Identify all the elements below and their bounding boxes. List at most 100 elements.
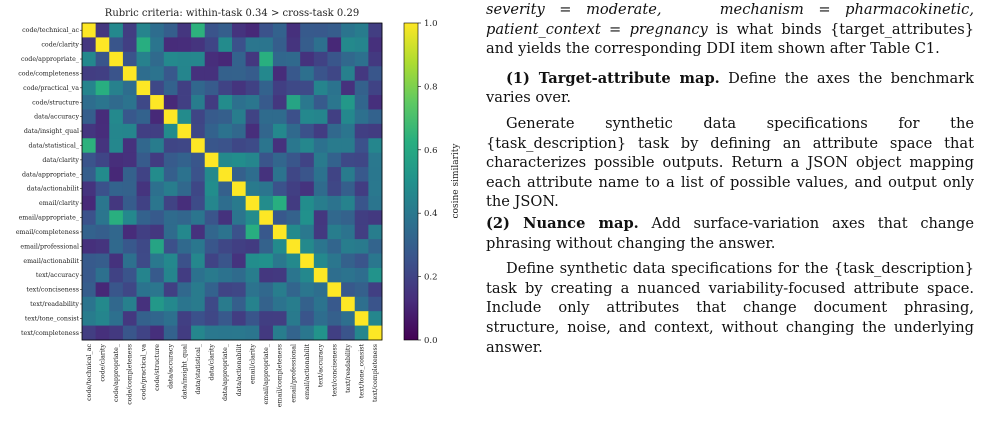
column-label: text/conciseness [331,344,338,397]
heatmap-cell [177,325,192,341]
heatmap-cell [218,80,233,96]
heatmap-cell [286,138,301,154]
heatmap-cell [150,296,165,312]
heatmap-cell [191,282,206,298]
heatmap-cell [341,253,356,269]
heatmap-cell [245,210,260,226]
heatmap-cell [82,210,97,226]
heatmap-cell [122,152,137,168]
heatmap-cell [245,282,260,298]
row-label: data/accuracy [34,114,79,121]
heatmap-cell [300,152,315,168]
heatmap-cell [136,66,151,82]
heatmap-cell [95,325,110,341]
heatmap-cell [177,109,192,125]
row-label: text/readability [30,301,79,308]
heatmap-cell [341,37,356,53]
heatmap-cell [368,123,383,139]
heatmap-cell [122,23,137,38]
heatmap-cell [286,267,301,283]
heatmap-cell [341,296,356,312]
heatmap-cell [191,239,206,254]
heatmap-cell [136,311,151,326]
heatmap-cell [177,138,192,154]
heatmap-cell [136,253,151,269]
heatmap-cell [204,95,219,110]
heatmap-cell [177,239,192,254]
heatmap-cell [300,109,315,125]
heatmap-cell [109,239,124,254]
heatmap-cell [272,109,287,125]
heatmap-cell [300,282,315,298]
heatmap-cell [341,138,356,154]
heatmap-cell [204,66,219,82]
heatmap-cell [272,253,287,269]
heatmap-cell [82,109,97,125]
heatmap-cell [272,282,287,298]
heatmap-cell [300,253,315,269]
heatmap-cell [300,239,315,254]
heatmap-cell [259,325,274,341]
row-label: text/tone_consist [25,315,80,322]
heatmap-cell [272,181,287,197]
heatmap-cell [95,51,110,67]
heatmap-cell [232,95,247,110]
heatmap-cell [327,95,342,110]
heatmap-cell [95,66,110,82]
heatmap-cell [82,224,97,240]
heatmap-cell [341,195,356,211]
heatmap-cell [232,167,247,182]
column-label: data/clarity [209,344,216,381]
heatmap-cell [150,224,165,240]
heatmap-cell [245,167,260,182]
row-label: email/actionabilit [23,258,79,265]
row-label: code/appropriate_ [21,56,80,63]
heatmap-cell [150,282,165,298]
heatmap-cell [368,253,383,269]
heatmap-cell [300,267,315,283]
heatmap-cell [163,253,178,269]
heatmap-cell [82,181,97,197]
heatmap-cell [354,239,369,254]
heatmap-cell [313,123,328,139]
heatmap-cell [286,152,301,168]
heatmap-cell [218,311,233,326]
heatmap-cell [313,37,328,53]
heatmap-cell [341,224,356,240]
heatmap-cell [245,66,260,82]
heatmap-cell [245,239,260,254]
heatmap-cell [191,210,206,226]
heatmap-cell [286,66,301,82]
heatmap-cell [313,181,328,197]
heatmap-cell [163,296,178,312]
heatmap-cell [177,95,192,110]
heatmap-cell [368,51,383,67]
heatmap-cell [272,267,287,283]
heatmap-cells [82,23,383,341]
heatmap-cell [136,95,151,110]
heatmap-cell [245,37,260,53]
heatmap-cell [286,325,301,341]
heatmap-cell [204,267,219,283]
heatmap-cell [177,152,192,168]
heatmap-cell [204,167,219,182]
heatmap-cell [259,239,274,254]
heatmap-cell [354,181,369,197]
heatmap-cell [163,311,178,326]
row-label: text/conciseness [26,287,79,294]
heatmap-cell [341,152,356,168]
heatmap-cell [218,210,233,226]
heatmap-cell [341,210,356,226]
heatmap-cell [354,152,369,168]
heatmap-cell [136,123,151,139]
heatmap-cell [95,109,110,125]
heatmap-cell [313,66,328,82]
heatmap-cell [204,152,219,168]
heatmap-cell [245,80,260,96]
heatmap-cell [150,80,165,96]
heatmap-cell [82,23,97,38]
heatmap-cell [82,80,97,96]
heatmap-cell [259,311,274,326]
heatmap-cell [218,51,233,67]
heatmap-cell [177,37,192,53]
